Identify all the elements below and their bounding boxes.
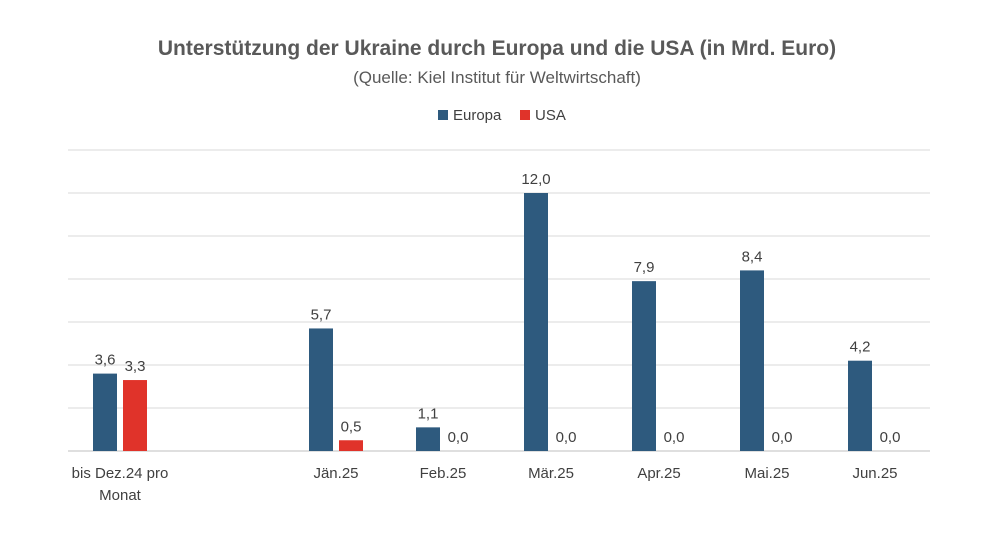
gridlines: [68, 149, 930, 452]
chart-subtitle: (Quelle: Kiel Institut für Weltwirtschaf…: [353, 68, 641, 87]
data-label-europa: 12,0: [521, 171, 550, 188]
x-tick-label: Apr.25: [637, 465, 680, 482]
x-tick-label: Mai.25: [744, 465, 789, 482]
bars: [93, 193, 872, 451]
x-tick-label: Feb.25: [420, 465, 467, 482]
data-label-europa: 7,9: [634, 259, 655, 276]
chart-title: Unterstützung der Ukraine durch Europa u…: [158, 37, 836, 60]
bar-usa: [123, 380, 147, 451]
data-label-usa: 0,0: [880, 429, 901, 446]
bar-europa: [416, 427, 440, 451]
data-label-europa: 4,2: [850, 339, 871, 356]
bar-europa: [309, 328, 333, 451]
bar-europa: [848, 360, 872, 451]
bar-europa: [632, 281, 656, 451]
data-labels: 3,6 3,3 5,7 0,5 1,1 0,0 12,0 0,0 7,9 0,0 8,4 0,0 4,2…: [95, 171, 901, 446]
legend-label-europa: Europa: [453, 107, 502, 124]
legend-swatch-europa: [438, 110, 448, 120]
bar-europa: [524, 193, 548, 451]
legend: Europa USA: [438, 107, 566, 124]
data-label-europa: 5,7: [311, 306, 332, 323]
data-label-usa: 0,5: [341, 418, 362, 435]
bar-europa: [93, 373, 117, 451]
data-label-europa: 1,1: [418, 405, 439, 422]
x-tick-label: bis Dez.24 pro Monat: [72, 465, 169, 504]
data-label-usa: 0,0: [664, 429, 685, 446]
legend-label-usa: USA: [535, 107, 566, 124]
x-tick-label: Jän.25: [313, 465, 358, 482]
data-label-usa: 3,3: [125, 358, 146, 375]
legend-swatch-usa: [520, 110, 530, 120]
x-axis-tick-labels: bis Dez.24 pro Monat Jän.25 Feb.25 Mär.25 Apr…: [72, 465, 898, 504]
bar-usa: [339, 440, 363, 451]
x-tick-label: Jun.25: [852, 465, 897, 482]
data-label-europa: 3,6: [95, 352, 116, 369]
bar-europa: [740, 270, 764, 451]
data-label-usa: 0,0: [556, 429, 577, 446]
data-label-usa: 0,0: [448, 429, 469, 446]
x-tick-label: Mär.25: [528, 465, 574, 482]
data-label-usa: 0,0: [772, 429, 793, 446]
data-label-europa: 8,4: [742, 248, 763, 265]
